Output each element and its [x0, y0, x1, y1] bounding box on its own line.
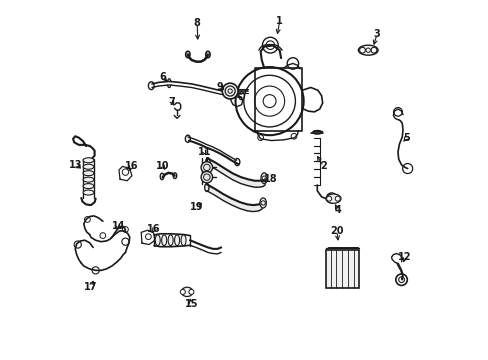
Circle shape	[201, 162, 212, 173]
Circle shape	[335, 196, 340, 201]
Ellipse shape	[83, 171, 94, 176]
Ellipse shape	[83, 177, 94, 182]
Text: 2: 2	[319, 161, 326, 171]
Ellipse shape	[83, 184, 94, 189]
Text: 12: 12	[398, 252, 411, 262]
Circle shape	[180, 289, 185, 294]
Ellipse shape	[83, 190, 94, 195]
Text: 15: 15	[184, 299, 198, 309]
Text: 6: 6	[159, 72, 166, 82]
Text: 14: 14	[111, 221, 125, 231]
Ellipse shape	[168, 235, 173, 246]
Text: 10: 10	[156, 161, 169, 171]
Text: 11: 11	[197, 147, 211, 157]
Circle shape	[359, 47, 365, 53]
Circle shape	[188, 289, 194, 294]
Circle shape	[122, 169, 128, 175]
Text: 1: 1	[276, 17, 283, 27]
Text: 4: 4	[334, 206, 341, 216]
Circle shape	[370, 47, 376, 53]
Ellipse shape	[358, 45, 377, 55]
Text: 16: 16	[124, 161, 138, 171]
Ellipse shape	[83, 164, 94, 169]
Ellipse shape	[181, 235, 185, 246]
Text: 19: 19	[190, 202, 203, 212]
Text: 3: 3	[373, 29, 380, 39]
Ellipse shape	[155, 235, 160, 246]
Ellipse shape	[162, 235, 166, 246]
Text: 16: 16	[147, 225, 161, 234]
Ellipse shape	[181, 287, 192, 297]
Text: 13: 13	[68, 160, 82, 170]
Text: 7: 7	[168, 97, 175, 107]
Text: 17: 17	[84, 282, 98, 292]
Ellipse shape	[260, 198, 266, 208]
Text: 18: 18	[263, 174, 277, 184]
Circle shape	[366, 48, 369, 52]
Text: 5: 5	[403, 133, 409, 143]
Circle shape	[201, 171, 212, 183]
Circle shape	[326, 196, 331, 201]
Ellipse shape	[261, 173, 267, 184]
Circle shape	[222, 83, 238, 99]
Text: 20: 20	[329, 226, 343, 236]
Ellipse shape	[83, 158, 94, 163]
FancyBboxPatch shape	[325, 249, 359, 288]
Text: 8: 8	[193, 18, 200, 28]
Ellipse shape	[325, 194, 340, 203]
Circle shape	[145, 234, 151, 239]
Ellipse shape	[174, 235, 179, 246]
Text: 9: 9	[216, 82, 223, 93]
